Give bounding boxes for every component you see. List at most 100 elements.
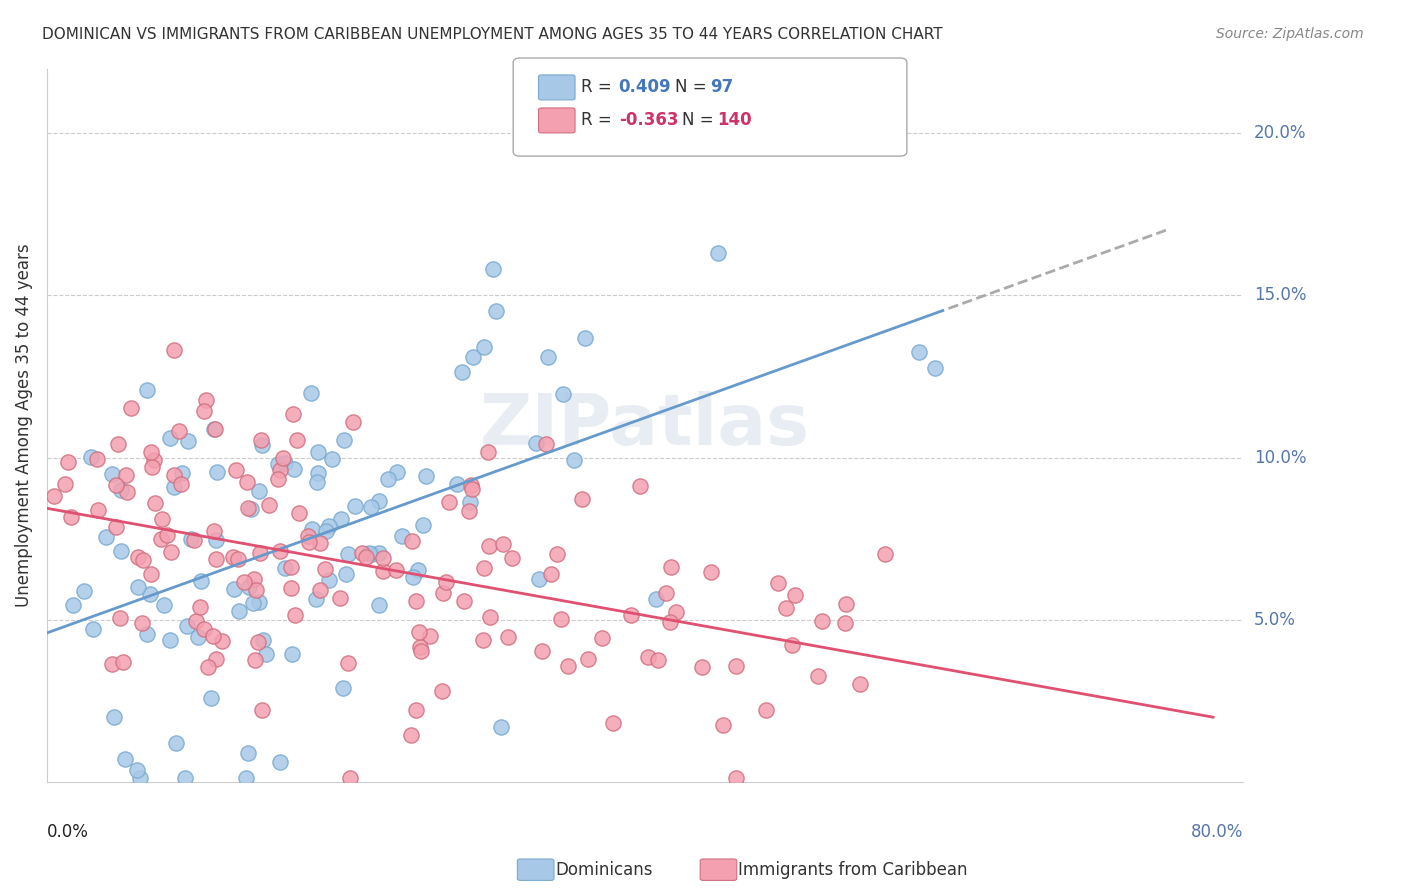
Text: R =: R = (581, 78, 617, 96)
Point (377, 471, 399, 485)
Point (180, 532, 202, 546)
Point (110, 611, 132, 625)
Point (501, 551, 523, 566)
Point (336, 657, 359, 671)
Point (273, 450, 295, 465)
Point (482, 261, 505, 276)
Point (205, 651, 228, 665)
Point (120, 401, 142, 415)
Point (620, 608, 643, 623)
Point (150, 512, 173, 526)
Text: Source: ZipAtlas.com: Source: ZipAtlas.com (1216, 27, 1364, 41)
Point (267, 457, 290, 471)
Point (280, 560, 302, 574)
Point (557, 658, 579, 673)
Point (385, 563, 408, 577)
Point (530, 644, 553, 658)
Point (373, 550, 395, 565)
Point (150, 532, 173, 546)
Point (524, 436, 547, 450)
Point (132, 553, 155, 567)
Point (107, 436, 129, 450)
Point (82, 622, 104, 636)
Point (924, 360, 946, 375)
Point (131, 616, 153, 631)
Point (318, 573, 340, 587)
Point (86, 452, 108, 467)
Point (647, 653, 669, 667)
Point (571, 491, 593, 506)
Point (551, 387, 574, 401)
Point (472, 561, 495, 575)
Point (724, 772, 747, 786)
Point (176, 619, 198, 633)
Point (907, 345, 929, 359)
Point (342, 415, 364, 429)
Point (247, 483, 270, 498)
Point (110, 544, 132, 558)
Point (562, 453, 585, 467)
Point (245, 653, 267, 667)
Point (457, 504, 479, 518)
Point (243, 573, 266, 587)
Point (62, 599, 84, 613)
Point (658, 615, 681, 630)
Point (101, 657, 124, 671)
Point (335, 566, 357, 581)
Point (458, 494, 481, 508)
Point (242, 596, 264, 610)
Point (53, 477, 76, 491)
Point (195, 392, 218, 407)
Point (73, 583, 96, 598)
Point (333, 433, 356, 447)
Point (329, 591, 352, 605)
Point (143, 495, 166, 509)
Point (321, 452, 343, 467)
Point (472, 632, 495, 647)
Point (225, 463, 247, 477)
Point (451, 366, 474, 380)
Point (574, 331, 596, 345)
Point (269, 463, 291, 477)
Point (546, 547, 568, 561)
Point (360, 500, 382, 515)
Text: 0.0%: 0.0% (46, 823, 89, 841)
Point (591, 631, 613, 645)
Point (170, 466, 193, 480)
Text: 97: 97 (710, 78, 734, 96)
Point (224, 582, 246, 596)
Point (247, 595, 270, 609)
Text: N =: N = (675, 78, 711, 96)
Point (529, 572, 551, 586)
Point (252, 632, 274, 647)
Point (257, 498, 280, 512)
Point (305, 475, 328, 489)
Point (602, 716, 624, 731)
Point (780, 639, 803, 653)
Point (357, 546, 380, 560)
Point (211, 633, 233, 648)
Point (269, 543, 291, 558)
Point (94, 530, 117, 544)
Point (163, 343, 186, 358)
Point (287, 506, 309, 520)
Point (766, 575, 789, 590)
Point (207, 466, 229, 480)
Point (186, 630, 208, 644)
Point (690, 660, 713, 674)
Point (665, 605, 688, 619)
Point (87, 503, 110, 517)
Point (305, 591, 328, 606)
Point (307, 466, 329, 480)
Point (299, 386, 322, 401)
Point (408, 625, 430, 640)
Point (755, 702, 778, 716)
Point (170, 476, 193, 491)
Text: 0.409: 0.409 (619, 78, 671, 96)
Point (492, 537, 515, 551)
Text: R =: R = (581, 112, 617, 129)
Point (114, 751, 136, 765)
Point (354, 549, 377, 564)
Point (350, 546, 373, 560)
Point (193, 404, 215, 418)
